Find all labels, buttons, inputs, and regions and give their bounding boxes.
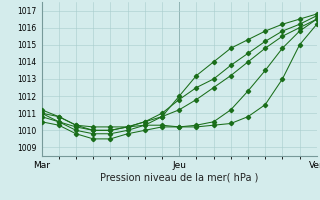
X-axis label: Pression niveau de la mer( hPa ): Pression niveau de la mer( hPa ) [100, 173, 258, 183]
